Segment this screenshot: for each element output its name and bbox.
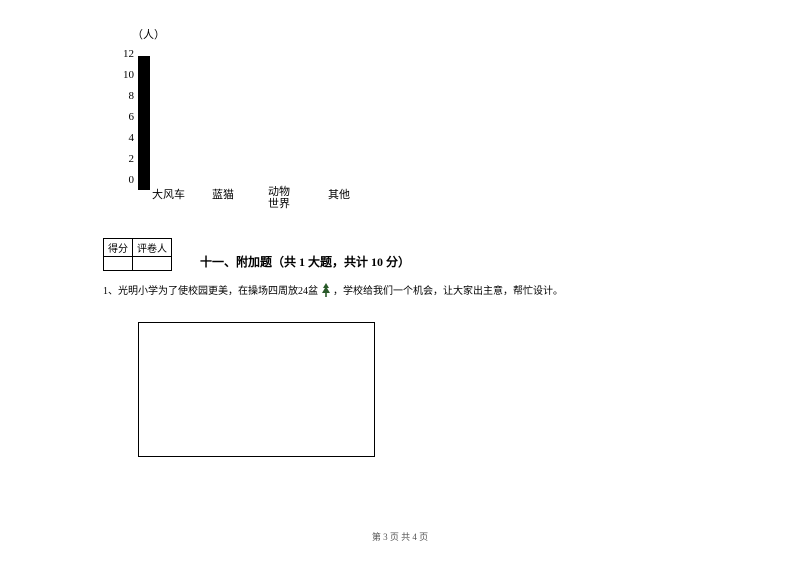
chart-grid-table (139, 56, 150, 189)
chart-ytick-0: 0 (110, 174, 134, 186)
answer-design-box (138, 322, 375, 457)
score-grader-box: 得分 评卷人 (103, 238, 172, 271)
chart-xlabel-0: 大风车 (152, 186, 185, 202)
question-text-before: 光明小学为了使校园更美，在操场四周放24盆 (118, 286, 321, 297)
question-number: 1、 (103, 286, 118, 297)
question-1: 1、光明小学为了使校园更美，在操场四周放24盆 ，学校给我们一个机会，让大家出主… (103, 282, 663, 305)
score-header-grader: 评卷人 (133, 239, 172, 257)
score-header-score: 得分 (104, 239, 133, 257)
section-title: 十一、附加题（共 1 大题，共计 10 分） (200, 253, 410, 270)
chart-grid-box (138, 56, 150, 190)
chart-ytick-6: 6 (110, 111, 134, 123)
chart-ytick-4: 4 (110, 132, 134, 144)
chart-xlabel-2: 动物世界 (268, 186, 290, 210)
chart-ytick-10: 10 (110, 69, 134, 81)
chart-y-axis-label: （人） (132, 26, 165, 42)
chart-ytick-12: 12 (110, 48, 134, 60)
tree-icon (321, 282, 331, 305)
page-footer: 第 3 页 共 4 页 (0, 530, 800, 543)
chart-xlabel-1: 蓝猫 (212, 186, 234, 202)
score-cell-score (104, 257, 133, 271)
question-text-after: ，学校给我们一个机会，让大家出主意，帮忙设计。 (331, 286, 564, 297)
score-cell-grader (133, 257, 172, 271)
chart-ytick-2: 2 (110, 153, 134, 165)
chart-ytick-8: 8 (110, 90, 134, 102)
chart-xlabel-3: 其他 (328, 186, 350, 202)
